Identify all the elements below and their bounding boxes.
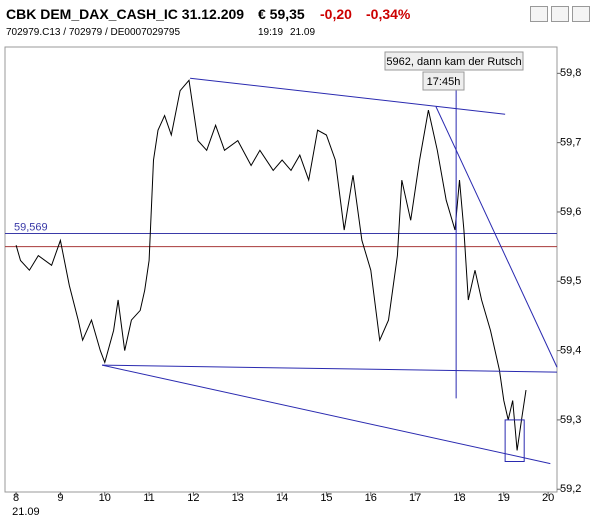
- price: € 59,35: [258, 6, 305, 22]
- time: 19:19: [258, 27, 284, 38]
- x-tick-label: 8: [13, 492, 19, 504]
- level-label: 59,569: [14, 221, 48, 233]
- x-tick-label: 14: [276, 492, 288, 504]
- change-pct: -0,34%: [366, 6, 411, 22]
- y-tick-label: 59,3: [560, 414, 581, 426]
- title: CBK DEM_DAX_CASH_IC 31.12.209: [6, 6, 245, 22]
- x-tick-label: 20: [542, 492, 554, 504]
- x-date-label: 21.09: [12, 506, 40, 518]
- trend-line: [190, 77, 506, 115]
- info-icon[interactable]: [572, 6, 590, 22]
- y-tick-label: 59,6: [560, 206, 581, 218]
- annotation-box: [384, 51, 524, 71]
- news-icon[interactable]: [551, 6, 569, 22]
- change: -0,20: [320, 6, 352, 22]
- y-tick-label: 59,2: [560, 483, 581, 495]
- y-tick-label: 59,5: [560, 275, 581, 287]
- y-tick-label: 59,8: [560, 67, 581, 79]
- x-tick-label: 16: [365, 492, 377, 504]
- x-tick-label: 9: [57, 492, 63, 504]
- annotation: 17:45h: [427, 76, 461, 88]
- x-tick-label: 18: [453, 492, 465, 504]
- x-tick-label: 17: [409, 492, 421, 504]
- date: 21.09: [290, 27, 316, 38]
- price-line: [15, 79, 527, 451]
- trend-line: [102, 364, 558, 373]
- x-tick-label: 12: [187, 492, 199, 504]
- y-tick-label: 59,7: [560, 137, 581, 149]
- chart-icon[interactable]: [530, 6, 548, 22]
- x-tick-label: 13: [232, 492, 244, 504]
- annotation: 5962, dann kam der Rutsch: [386, 56, 521, 68]
- x-tick-label: 10: [99, 492, 111, 504]
- x-tick-label: 19: [498, 492, 510, 504]
- annotation-box: [422, 71, 465, 91]
- x-tick-label: 15: [320, 492, 332, 504]
- x-tick-label: 11: [143, 492, 154, 504]
- marker-box: [504, 419, 525, 463]
- y-tick-label: 59,4: [560, 345, 581, 357]
- plot-frame: [4, 46, 558, 493]
- trend-line: [101, 364, 551, 465]
- symbols: 702979.C13 / 702979 / DE0007029795: [6, 27, 181, 38]
